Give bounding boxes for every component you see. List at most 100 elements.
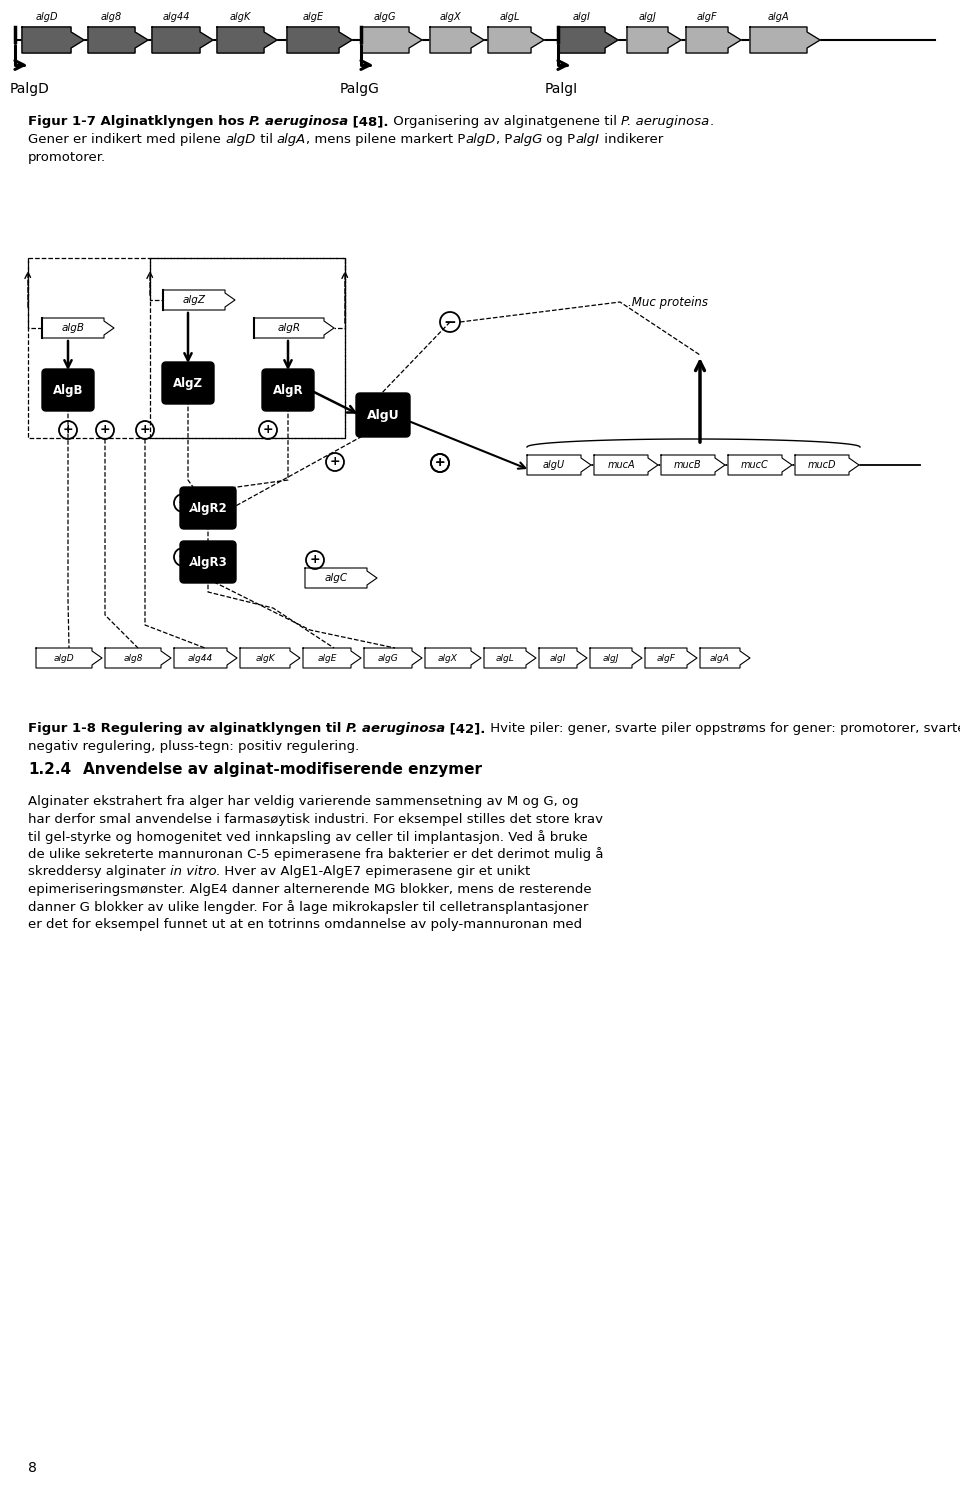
Polygon shape	[795, 455, 859, 476]
Text: , mens pilene markert P: , mens pilene markert P	[306, 133, 466, 147]
Text: algI: algI	[572, 12, 590, 22]
Text: alg8: alg8	[123, 654, 143, 663]
Polygon shape	[558, 27, 618, 52]
FancyBboxPatch shape	[42, 370, 94, 411]
Polygon shape	[240, 648, 300, 669]
Text: negativ regulering, pluss-tegn: positiv regulering.: negativ regulering, pluss-tegn: positiv …	[28, 741, 359, 752]
Text: til: til	[255, 133, 276, 147]
Text: algI: algI	[550, 654, 566, 663]
Polygon shape	[152, 27, 213, 52]
Text: algD: algD	[466, 133, 495, 147]
Text: alg8: alg8	[101, 12, 122, 22]
FancyBboxPatch shape	[356, 393, 410, 437]
Text: har derfor smal anvendelse i farmasøytisk industri. For eksempel stilles det sto: har derfor smal anvendelse i farmasøytis…	[28, 812, 603, 826]
Text: AlgR2: AlgR2	[188, 501, 228, 515]
Text: alg44: alg44	[188, 654, 213, 663]
Polygon shape	[364, 648, 422, 669]
Text: algK: algK	[229, 12, 252, 22]
Polygon shape	[590, 648, 642, 669]
Text: +: +	[178, 551, 188, 562]
Text: danner G blokker av ulike lengder. For å lage mikrokapsler til celletransplantas: danner G blokker av ulike lengder. For å…	[28, 901, 588, 914]
Text: algX: algX	[438, 654, 458, 663]
Polygon shape	[645, 648, 697, 669]
Polygon shape	[484, 648, 536, 669]
Text: algF: algF	[657, 654, 676, 663]
Text: +: +	[178, 497, 188, 509]
Text: AlgU: AlgU	[367, 408, 399, 422]
Text: 1.2.4: 1.2.4	[28, 761, 71, 776]
Text: Gener er indikert med pilene: Gener er indikert med pilene	[28, 133, 226, 147]
Text: indikerer: indikerer	[600, 133, 662, 147]
Text: algZ: algZ	[182, 295, 205, 305]
Polygon shape	[22, 27, 84, 52]
Text: til gel-styrke og homogenitet ved innkapsling av celler til implantasjon. Ved å : til gel-styrke og homogenitet ved innkap…	[28, 830, 588, 844]
Text: P. aeruginosa: P. aeruginosa	[346, 723, 445, 735]
Text: algB: algB	[61, 323, 84, 334]
Text: er det for eksempel funnet ut at en totrinns omdannelse av poly-mannuronan med: er det for eksempel funnet ut at en totr…	[28, 917, 582, 931]
Text: algD: algD	[54, 654, 74, 663]
Text: , P: , P	[495, 133, 512, 147]
Polygon shape	[750, 27, 820, 52]
Text: mucA: mucA	[607, 459, 635, 470]
Text: algX: algX	[440, 12, 462, 22]
Polygon shape	[88, 27, 148, 52]
Text: P. aeruginosa: P. aeruginosa	[250, 115, 348, 129]
FancyBboxPatch shape	[262, 370, 314, 411]
Text: algG: algG	[512, 133, 542, 147]
Text: +: +	[140, 423, 151, 435]
Polygon shape	[527, 455, 591, 476]
Text: PalgG: PalgG	[340, 82, 380, 96]
Text: algI: algI	[576, 133, 600, 147]
Polygon shape	[661, 455, 725, 476]
Text: . Hver av AlgE1-AlgE7 epimerasene gir et unikt: . Hver av AlgE1-AlgE7 epimerasene gir et…	[217, 865, 531, 878]
Text: algJ: algJ	[638, 12, 657, 22]
Text: P. aeruginosa: P. aeruginosa	[621, 115, 709, 129]
Text: Hvite piler: gener, svarte piler oppstrøms for gener: promotorer, svarte bokser:: Hvite piler: gener, svarte piler oppstrø…	[486, 723, 960, 735]
Text: in vitro: in vitro	[170, 865, 217, 878]
Text: +: +	[100, 423, 110, 435]
Polygon shape	[594, 455, 658, 476]
Text: algL: algL	[499, 12, 519, 22]
Polygon shape	[539, 648, 587, 669]
Text: de ulike sekreterte mannuronan C-5 epimerasene fra bakterier er det derimot muli: de ulike sekreterte mannuronan C-5 epime…	[28, 848, 604, 862]
Text: algU: algU	[543, 459, 565, 470]
FancyBboxPatch shape	[162, 362, 214, 404]
Text: algA: algA	[768, 12, 789, 22]
Text: algG: algG	[377, 654, 398, 663]
Text: algA: algA	[710, 654, 730, 663]
Text: mucC: mucC	[741, 459, 769, 470]
Text: epimeriseringsmønster. AlgE4 danner alternerende MG blokker, mens de resterende: epimeriseringsmønster. AlgE4 danner alte…	[28, 883, 591, 896]
Text: algK: algK	[255, 654, 275, 663]
Text: +: +	[435, 456, 445, 470]
Polygon shape	[361, 27, 422, 52]
Polygon shape	[254, 319, 334, 338]
Polygon shape	[36, 648, 102, 669]
Text: AlgR: AlgR	[273, 383, 303, 396]
Polygon shape	[287, 27, 352, 52]
Text: algE: algE	[317, 654, 337, 663]
Text: og P: og P	[542, 133, 576, 147]
Text: AlgR3: AlgR3	[188, 555, 228, 568]
Text: AlgZ: AlgZ	[173, 377, 203, 389]
Text: algL: algL	[495, 654, 515, 663]
Text: algC: algC	[324, 573, 348, 583]
Text: PalgI: PalgI	[545, 82, 578, 96]
Text: mucD: mucD	[807, 459, 836, 470]
Polygon shape	[303, 648, 361, 669]
Text: algJ: algJ	[603, 654, 619, 663]
Polygon shape	[217, 27, 277, 52]
Text: algD: algD	[36, 12, 58, 22]
Text: +: +	[435, 456, 445, 470]
Text: skreddersy alginater: skreddersy alginater	[28, 865, 170, 878]
Polygon shape	[174, 648, 237, 669]
Text: −: −	[444, 314, 456, 329]
FancyBboxPatch shape	[180, 542, 236, 583]
Text: +: +	[62, 423, 73, 435]
Text: Figur 1-8 Regulering av alginatklyngen til: Figur 1-8 Regulering av alginatklyngen t…	[28, 723, 346, 735]
Text: +: +	[310, 554, 321, 565]
Text: Figur 1-7 Alginatklyngen hos: Figur 1-7 Alginatklyngen hos	[28, 115, 250, 129]
Text: alg44: alg44	[162, 12, 190, 22]
Polygon shape	[488, 27, 544, 52]
Text: [42].: [42].	[445, 723, 486, 735]
Polygon shape	[163, 290, 235, 310]
